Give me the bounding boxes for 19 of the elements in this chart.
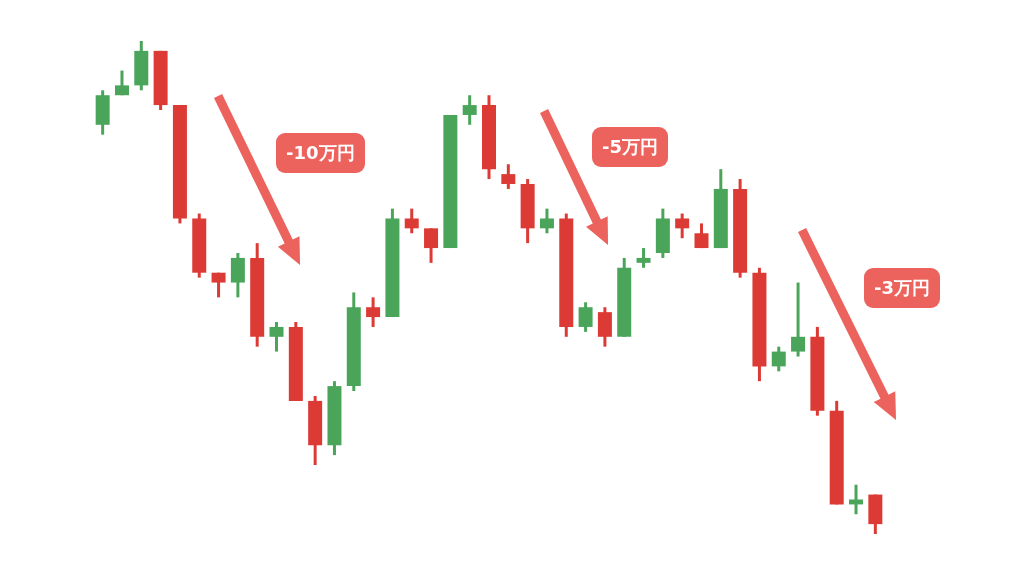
- candlestick: [114, 70, 129, 97]
- candlestick: [501, 164, 516, 189]
- candlestick: [269, 322, 284, 352]
- candlestick: [849, 484, 864, 515]
- candlestick: [578, 302, 593, 332]
- annotation: -3万円: [864, 268, 940, 308]
- candlestick: [636, 248, 651, 268]
- annotation: -10万円: [276, 133, 365, 173]
- candlestick: [539, 208, 554, 234]
- candlestick: [694, 223, 709, 250]
- candlestick: [675, 213, 690, 240]
- candlestick: [404, 208, 419, 234]
- annotation: -5万円: [592, 127, 668, 167]
- candlestick: [211, 272, 226, 298]
- candlestick: [424, 228, 439, 263]
- candlestick: [771, 346, 786, 372]
- candlestick: [462, 95, 477, 125]
- candlestick: [366, 297, 381, 327]
- candlestick: [791, 282, 806, 357]
